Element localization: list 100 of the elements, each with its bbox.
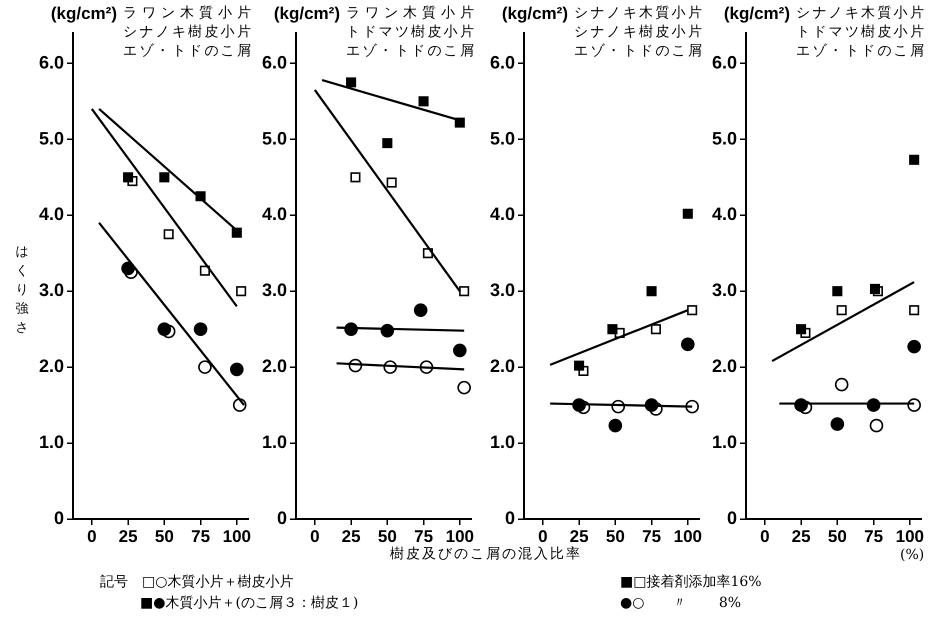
y-tick-label: 4.0	[262, 204, 287, 224]
y-tick-label: 3.0	[38, 280, 64, 300]
point	[194, 322, 208, 336]
y-tick-label: 5.0	[38, 128, 64, 148]
x-tick-label: 25	[792, 526, 811, 546]
y-tick-label: 4.0	[490, 204, 515, 224]
x-tick-label: 100	[446, 526, 474, 546]
text: (kg/cm²)	[50, 4, 117, 24]
x-tick-label: 75	[191, 526, 210, 546]
point	[832, 286, 842, 296]
y-tick-label: 2.0	[490, 356, 515, 376]
point	[454, 118, 465, 128]
y-tick-label: 0	[54, 508, 64, 528]
point	[836, 305, 847, 316]
x-tick-label: 0	[310, 526, 320, 546]
point	[830, 417, 844, 431]
chart-subtitle: トドマツ樹皮小片エゾ・トドのこ屑	[346, 23, 476, 61]
x-tick-label: 25	[570, 526, 589, 546]
text: (kg/cm²)	[502, 4, 568, 24]
point	[230, 362, 244, 376]
y-tick-label: 6.0	[712, 52, 737, 72]
point	[834, 378, 848, 392]
point	[681, 338, 695, 352]
y-tick-label: 4.0	[712, 204, 737, 224]
chart-subtitle: シナノキ樹皮小片エゾ・トドのこ屑	[123, 23, 253, 61]
x-tick-label: 100	[222, 526, 251, 546]
x-axis-title: 樹皮及びのこ屑の混入比率	[390, 545, 582, 563]
y-tick-label: 6.0	[38, 52, 64, 72]
x-tick-label: 100	[896, 526, 924, 546]
y-tick-label: 6.0	[490, 52, 515, 72]
chart-subtitle: シナノキ樹皮小片エゾ・トドのこ屑	[574, 23, 704, 61]
x-tick-label: 75	[642, 526, 662, 546]
y-tick-label: 2.0	[38, 356, 64, 376]
text: 記号 □○木質小片＋樹皮小片	[100, 573, 294, 592]
point	[123, 172, 134, 182]
x-tick-label: 75	[864, 526, 884, 546]
y-tick-label: 5.0	[712, 128, 737, 148]
x-tick-label: 0	[538, 526, 548, 546]
point	[164, 229, 174, 240]
point	[608, 418, 622, 432]
point	[607, 324, 618, 334]
point	[909, 305, 920, 316]
text: ●○ 〃 8%	[620, 594, 742, 613]
point	[382, 138, 392, 148]
point	[198, 360, 212, 374]
point	[386, 178, 397, 188]
point	[236, 286, 246, 296]
y-tick-label: 4.0	[38, 204, 64, 224]
x-tick-label: 50	[828, 526, 847, 546]
chart-title: シナノキ木質小片	[796, 4, 926, 23]
text: ■●木質小片＋(のこ屑３：樹皮１)	[139, 594, 358, 613]
chart-subtitle: トドマツ樹皮小片エゾ・トドのこ屑	[796, 23, 926, 61]
x-tick-label: 25	[342, 526, 361, 546]
text: ■□接着剤添加率16%	[620, 573, 762, 592]
point	[870, 418, 884, 432]
x-tick-label: 0	[760, 526, 770, 546]
point	[414, 303, 428, 317]
point	[453, 344, 467, 358]
y-tick-label: 5.0	[262, 128, 287, 148]
point	[796, 324, 806, 334]
y-tick-label: 2.0	[712, 356, 737, 376]
point	[158, 322, 172, 336]
point	[907, 340, 921, 354]
point	[650, 324, 661, 334]
text: (kg/cm²)	[274, 4, 340, 24]
point	[574, 360, 584, 371]
point	[909, 154, 920, 165]
point	[350, 172, 360, 182]
x-tick-label: 25	[118, 526, 138, 546]
x-tick-label: 50	[606, 526, 625, 546]
y-tick-label: 5.0	[490, 128, 515, 148]
point	[459, 286, 470, 296]
y-tick-label: 1.0	[490, 432, 515, 452]
x-tick-label: 50	[154, 526, 174, 546]
y-tick-label: 1.0	[712, 432, 737, 452]
x-tick-label: 0	[87, 526, 97, 546]
point	[646, 286, 657, 296]
y-tick-label: 3.0	[490, 280, 515, 300]
y-tick-label: 3.0	[262, 280, 287, 300]
point	[232, 228, 242, 238]
y-tick-label: 2.0	[262, 356, 287, 376]
chart-title: シナノキ木質小片	[574, 4, 704, 23]
point	[121, 262, 135, 276]
x-tick-label: 75	[414, 526, 434, 546]
text: (kg/cm²)	[724, 4, 790, 24]
x-tick-label: 50	[378, 526, 397, 546]
y-tick-label: 1.0	[38, 432, 64, 452]
point	[687, 305, 698, 316]
point	[418, 96, 429, 106]
chart-title: ラワン木質小片	[123, 4, 253, 23]
y-tick-label: 6.0	[262, 52, 287, 72]
chart-title: ラワン木質小片	[346, 4, 476, 23]
point	[346, 77, 356, 88]
y-tick-label: 0	[276, 508, 287, 528]
point	[870, 284, 880, 294]
x-tick-label: 100	[674, 526, 702, 546]
y-tick-label: 1.0	[262, 432, 287, 452]
y-tick-label: 0	[726, 508, 737, 528]
point	[159, 172, 170, 182]
y-axis-title: はくり強さ	[16, 244, 28, 336]
